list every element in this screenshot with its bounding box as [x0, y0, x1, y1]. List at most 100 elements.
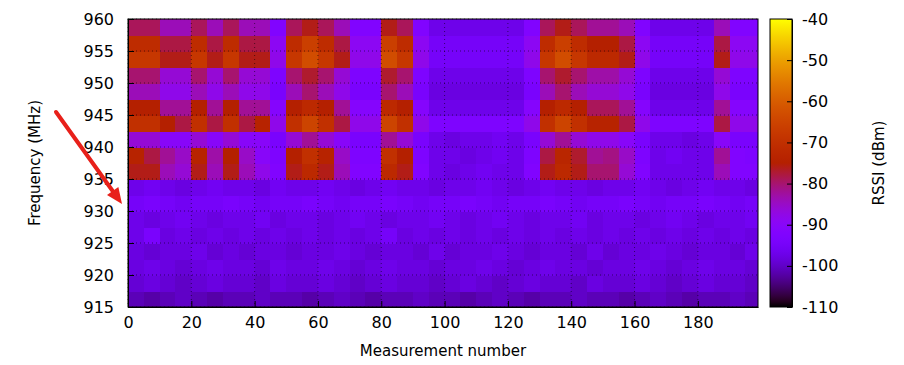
colorbar-tick: -100 — [787, 256, 838, 275]
heat-cell — [698, 243, 714, 260]
y-tick-label: 945 — [83, 106, 114, 125]
heat-cell — [492, 275, 508, 292]
heat-cell — [350, 163, 366, 180]
y-tick-mark — [128, 307, 134, 308]
x-axis-title: Measurement number — [360, 342, 527, 360]
heat-cell — [587, 83, 603, 100]
heat-cell — [270, 243, 286, 260]
heat-cell — [540, 243, 556, 260]
heat-cell — [318, 131, 334, 148]
heat-cell — [318, 163, 334, 180]
heat-cell — [429, 115, 445, 132]
colorbar-tick-mark — [787, 19, 792, 20]
colorbar-tick-mark — [787, 307, 792, 308]
heat-cell — [270, 291, 286, 307]
heat-cell — [571, 227, 587, 244]
heat-cell — [492, 99, 508, 116]
heat-cell — [508, 179, 524, 196]
heat-cell — [445, 195, 461, 212]
heat-cell — [128, 275, 144, 292]
heat-cell — [445, 163, 461, 180]
heat-cell — [128, 99, 144, 116]
heat-cell — [334, 147, 350, 164]
heat-cell — [745, 179, 758, 196]
heat-cell — [698, 83, 714, 100]
heat-cell — [492, 179, 508, 196]
heat-cell — [413, 67, 429, 84]
heat-cell — [730, 51, 746, 68]
x-tick-label: 160 — [620, 313, 651, 332]
heat-cell — [223, 67, 239, 84]
heat-cell — [175, 259, 191, 276]
heat-cell — [666, 259, 682, 276]
x-tick-mark — [191, 301, 192, 307]
x-tick-label: 180 — [683, 313, 714, 332]
heat-cell — [555, 99, 571, 116]
x-tick-label: 40 — [245, 313, 265, 332]
heat-cell — [270, 115, 286, 132]
heat-cell — [635, 67, 651, 84]
heat-cell — [413, 51, 429, 68]
x-tick-mark — [698, 301, 699, 307]
heat-cell — [460, 115, 476, 132]
heat-cell — [555, 115, 571, 132]
heat-cell — [381, 275, 397, 292]
heat-cell — [460, 259, 476, 276]
heat-cell — [460, 131, 476, 148]
heat-cell — [476, 35, 492, 52]
heat-cell — [413, 291, 429, 307]
heat-cell — [508, 19, 524, 36]
heat-cell — [175, 67, 191, 84]
grid-line-y — [128, 83, 758, 84]
x-tick-mark — [508, 301, 509, 307]
heat-cell — [286, 131, 302, 148]
heat-cell — [745, 227, 758, 244]
heat-cell — [286, 275, 302, 292]
heat-cell — [429, 291, 445, 307]
heat-cell — [286, 179, 302, 196]
heat-cell — [429, 147, 445, 164]
heat-cell — [587, 19, 603, 36]
heat-cell — [365, 35, 381, 52]
heat-cell — [730, 83, 746, 100]
heat-cell — [745, 115, 758, 132]
heat-cell — [508, 163, 524, 180]
heat-cell — [175, 147, 191, 164]
heat-cell — [682, 35, 698, 52]
heat-cell — [160, 147, 176, 164]
heat-cell — [270, 83, 286, 100]
heat-cell — [555, 243, 571, 260]
heat-cell — [445, 211, 461, 228]
colorbar-tick-mark — [787, 142, 792, 143]
x-tick-label: 0 — [123, 313, 133, 332]
heat-cell — [160, 227, 176, 244]
x-tick: 140 — [556, 301, 587, 332]
heat-cell — [381, 35, 397, 52]
heat-cell — [524, 227, 540, 244]
heat-cell — [540, 179, 556, 196]
x-tick: 180 — [683, 301, 714, 332]
heat-cell — [524, 195, 540, 212]
heat-cell — [270, 147, 286, 164]
heat-cell — [160, 83, 176, 100]
heat-cell — [587, 99, 603, 116]
heat-cell — [350, 179, 366, 196]
heat-cell — [255, 51, 271, 68]
heat-cell — [223, 243, 239, 260]
y-tick-mark — [128, 179, 134, 180]
heat-cell — [128, 195, 144, 212]
heat-cell — [318, 51, 334, 68]
heat-cell — [476, 195, 492, 212]
heat-cell — [476, 163, 492, 180]
heat-cell — [714, 147, 730, 164]
heat-cell — [730, 19, 746, 36]
heat-cell — [128, 51, 144, 68]
heat-cell — [540, 83, 556, 100]
heat-cell — [650, 19, 666, 36]
heat-cell — [223, 19, 239, 36]
heat-cell — [160, 67, 176, 84]
heat-cell — [524, 179, 540, 196]
heat-cell — [524, 163, 540, 180]
heat-cell — [350, 147, 366, 164]
heat-cell — [397, 115, 413, 132]
